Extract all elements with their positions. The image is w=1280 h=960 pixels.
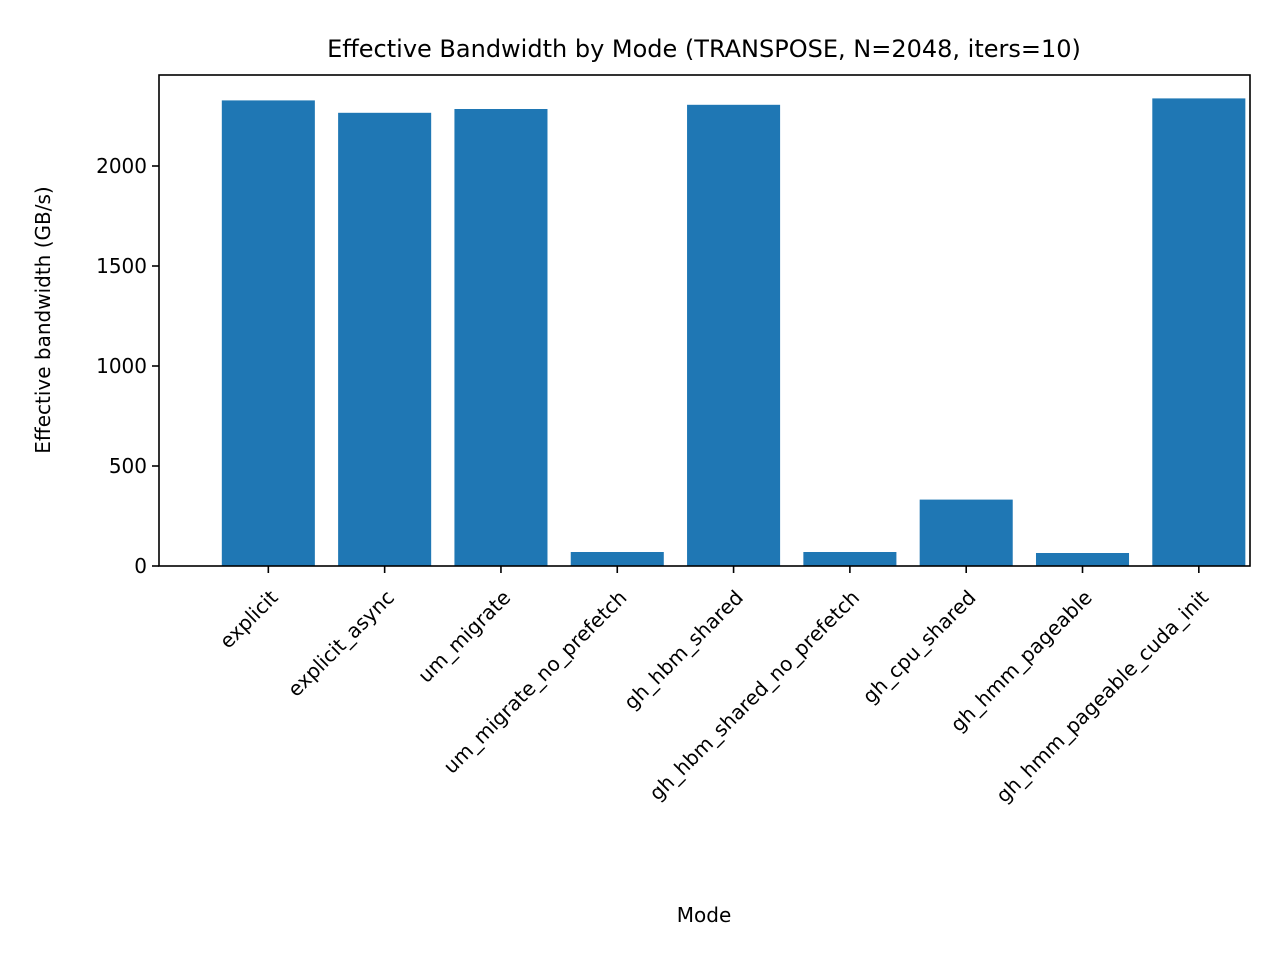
chart-title: Effective Bandwidth by Mode (TRANSPOSE, … bbox=[327, 35, 1081, 63]
bar-explicit bbox=[221, 100, 315, 567]
bar-gh_hmm_pageable bbox=[1035, 553, 1130, 566]
plot-frame bbox=[158, 74, 1251, 567]
y-tick-label: 2000 bbox=[96, 154, 147, 178]
y-axis-label: Effective bandwidth (GB/s) bbox=[31, 186, 55, 453]
bar-explicit_async bbox=[338, 112, 432, 567]
bar-gh_cpu_shared bbox=[919, 499, 1013, 566]
y-tick-label: 1000 bbox=[96, 354, 147, 378]
y-tick-label: 0 bbox=[134, 554, 147, 578]
y-axis: 0 500 1000 1500 2000 bbox=[96, 154, 159, 578]
y-tick-label: 1500 bbox=[96, 254, 147, 278]
bar-gh_hmm_pageable_cuda_init bbox=[1152, 98, 1246, 567]
bar-gh_hbm_shared bbox=[687, 104, 781, 567]
bar-um_migrate_no_prefetch bbox=[570, 552, 664, 566]
bar-gh_hbm_shared_no_prefetch bbox=[803, 552, 897, 566]
bars-group bbox=[221, 98, 1246, 567]
y-tick-label: 500 bbox=[109, 454, 147, 478]
bar-um_migrate bbox=[454, 109, 548, 566]
x-axis-label: Mode bbox=[677, 903, 732, 927]
